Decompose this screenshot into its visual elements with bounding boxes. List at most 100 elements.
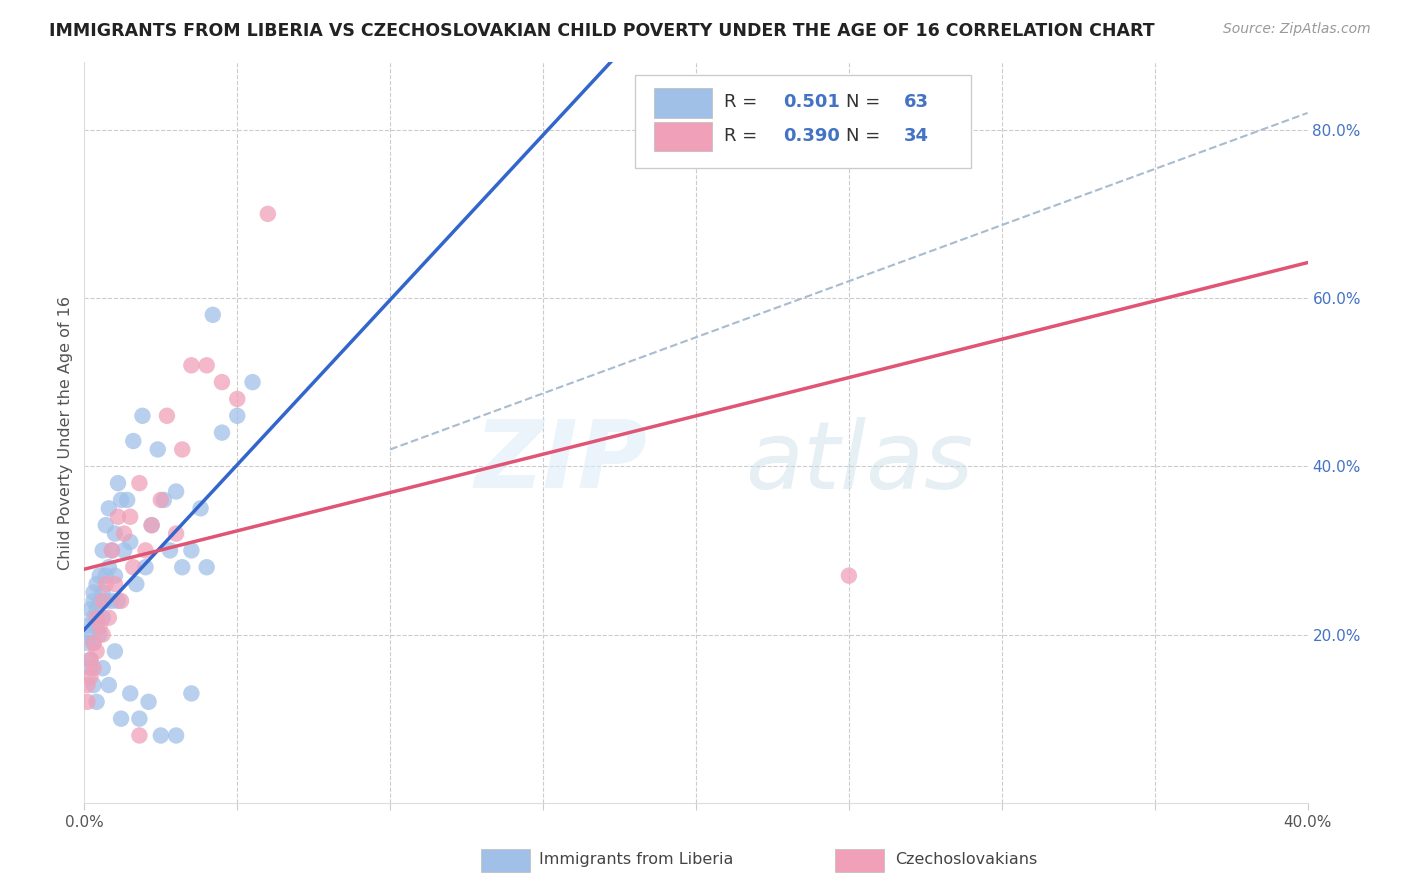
Point — [226, 409, 249, 423]
Point — [94, 577, 117, 591]
Point — [165, 729, 187, 743]
Point — [201, 308, 224, 322]
Point — [104, 568, 127, 582]
Point — [138, 695, 160, 709]
Point — [838, 568, 860, 582]
Point — [91, 610, 114, 624]
Point — [89, 619, 111, 633]
Point — [107, 509, 129, 524]
Point — [97, 501, 120, 516]
Text: ZIP: ZIP — [474, 417, 647, 508]
Point — [91, 594, 114, 608]
Point — [128, 712, 150, 726]
Point — [79, 653, 101, 667]
Point — [79, 661, 101, 675]
Point — [83, 594, 105, 608]
Point — [89, 568, 111, 582]
Point — [83, 636, 105, 650]
Text: N =: N = — [846, 94, 886, 112]
Point — [86, 602, 108, 616]
Point — [97, 560, 120, 574]
Point — [86, 619, 108, 633]
Point — [94, 568, 117, 582]
Point — [83, 585, 105, 599]
Point — [91, 661, 114, 675]
Point — [83, 661, 105, 675]
Point — [165, 484, 187, 499]
Point — [120, 509, 142, 524]
Point — [94, 594, 117, 608]
Point — [83, 610, 105, 624]
FancyBboxPatch shape — [835, 848, 884, 872]
Point — [122, 560, 145, 574]
Point — [91, 543, 114, 558]
Point — [165, 526, 187, 541]
Point — [141, 518, 163, 533]
Point — [122, 434, 145, 448]
Point — [86, 577, 108, 591]
Point — [135, 560, 157, 574]
Point — [89, 594, 111, 608]
Point — [195, 560, 218, 574]
Point — [190, 501, 212, 516]
Text: atlas: atlas — [745, 417, 973, 508]
Point — [120, 535, 142, 549]
Point — [195, 359, 218, 373]
Point — [76, 678, 98, 692]
Point — [172, 560, 194, 574]
Point — [91, 627, 114, 641]
Point — [104, 644, 127, 658]
Point — [76, 695, 98, 709]
Point — [86, 644, 108, 658]
Point — [257, 207, 280, 221]
Point — [112, 526, 135, 541]
Point — [120, 686, 142, 700]
Point — [153, 492, 176, 507]
Point — [76, 636, 98, 650]
Point — [141, 518, 163, 533]
Point — [89, 627, 111, 641]
Point — [131, 409, 153, 423]
Point — [112, 543, 135, 558]
Point — [110, 712, 132, 726]
Point — [94, 518, 117, 533]
FancyBboxPatch shape — [636, 75, 972, 168]
Text: R =: R = — [724, 127, 763, 145]
Point — [180, 543, 202, 558]
Point — [91, 585, 114, 599]
Point — [83, 636, 105, 650]
Point — [172, 442, 194, 457]
Point — [79, 627, 101, 641]
Point — [101, 543, 124, 558]
Point — [83, 678, 105, 692]
Point — [104, 577, 127, 591]
Text: Immigrants from Liberia: Immigrants from Liberia — [540, 853, 734, 867]
Point — [180, 686, 202, 700]
Point — [104, 526, 127, 541]
Point — [79, 602, 101, 616]
Point — [180, 359, 202, 373]
FancyBboxPatch shape — [654, 88, 711, 118]
Point — [79, 670, 101, 684]
Point — [101, 594, 124, 608]
Point — [226, 392, 249, 406]
Point — [149, 729, 172, 743]
Point — [242, 375, 264, 389]
Text: Czechoslovakians: Czechoslovakians — [896, 853, 1038, 867]
Point — [211, 425, 233, 440]
Point — [149, 492, 172, 507]
Point — [76, 619, 98, 633]
Point — [107, 594, 129, 608]
Text: 63: 63 — [904, 94, 929, 112]
Point — [97, 678, 120, 692]
FancyBboxPatch shape — [654, 121, 711, 152]
Point — [159, 543, 181, 558]
Text: 0.501: 0.501 — [783, 94, 839, 112]
Point — [146, 442, 169, 457]
Point — [135, 543, 157, 558]
Text: Source: ZipAtlas.com: Source: ZipAtlas.com — [1223, 22, 1371, 37]
Point — [110, 492, 132, 507]
Text: N =: N = — [846, 127, 886, 145]
Point — [156, 409, 179, 423]
Point — [107, 476, 129, 491]
